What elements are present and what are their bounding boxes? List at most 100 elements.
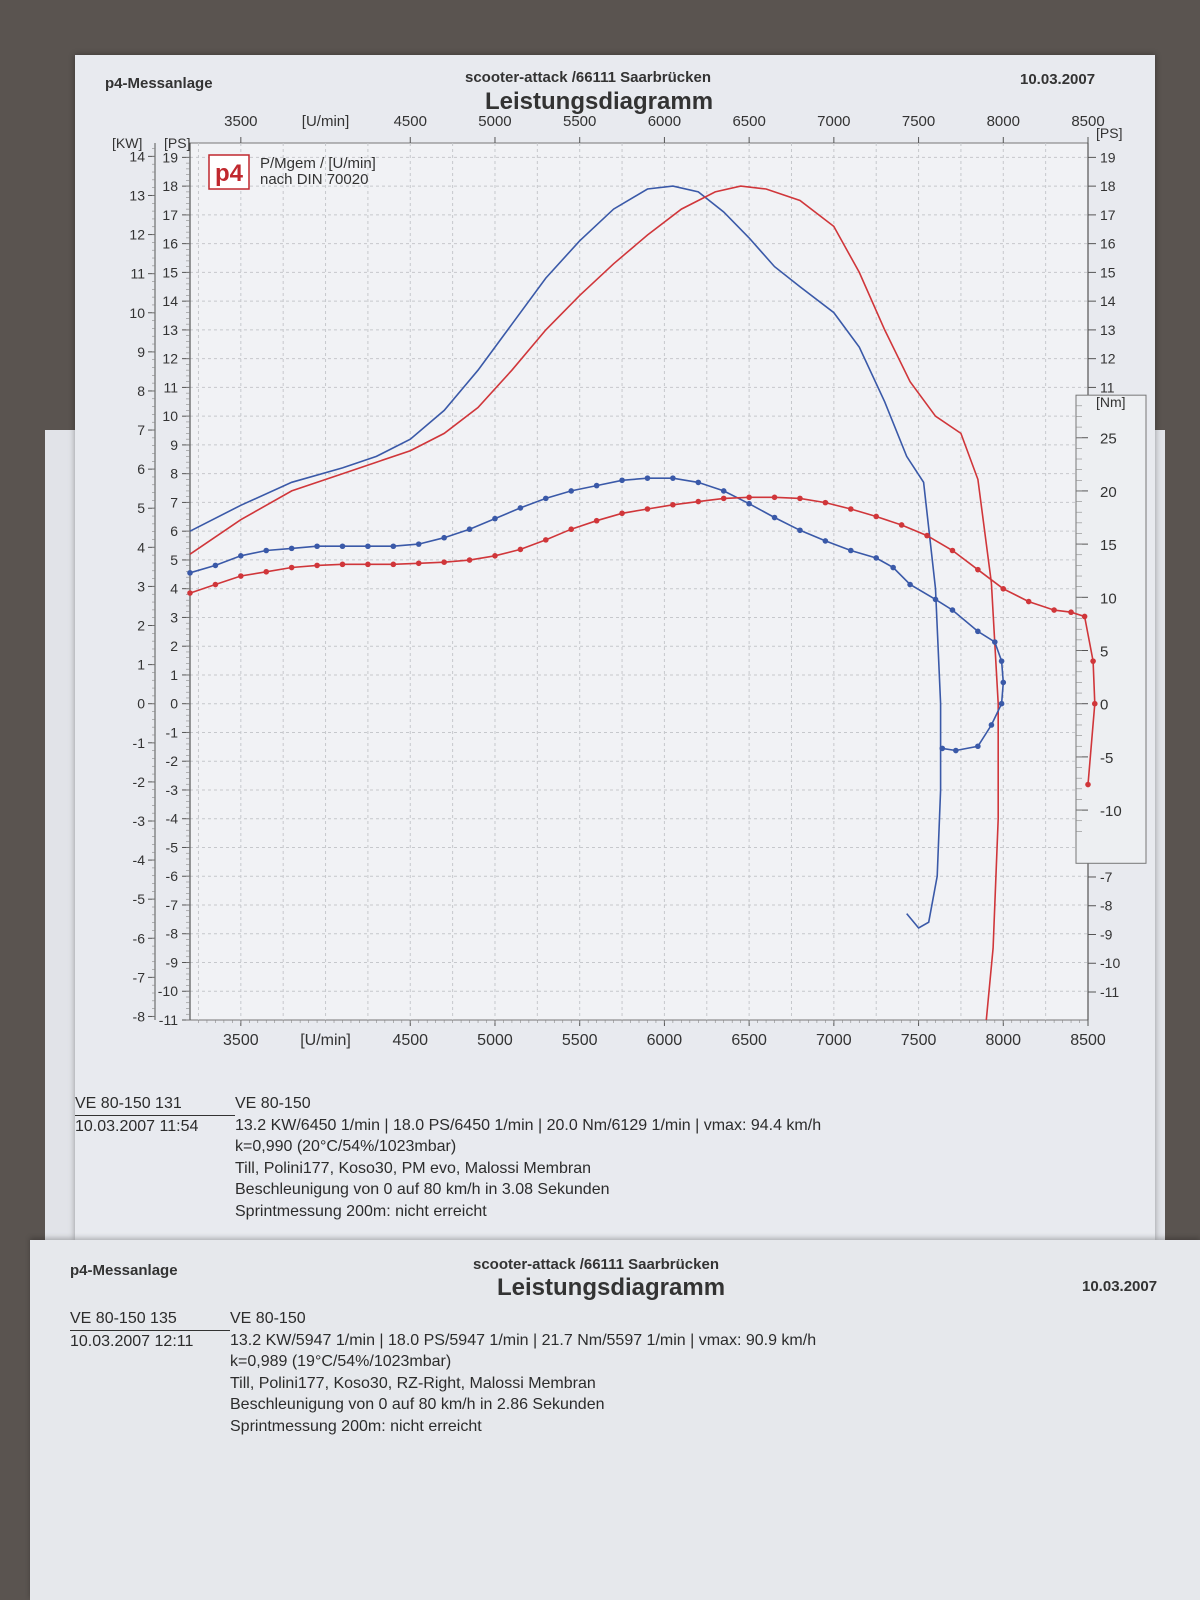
data-point-run_131	[517, 546, 524, 553]
kw-tick-label: -6	[133, 930, 146, 946]
run-131-details: VE 80-150 13.2 KW/6450 1/min | 18.0 PS/6…	[235, 1093, 821, 1222]
x-tick-label-bottom: 8500	[1070, 1032, 1106, 1049]
run-131-line5: Beschleunigung von 0 auf 80 km/h in 3.08…	[235, 1181, 610, 1198]
plot-area	[189, 142, 1089, 1021]
right-ps-tick-label: 11	[1100, 379, 1115, 395]
ps-tick-label: 16	[162, 236, 178, 252]
data-point-run_135	[593, 482, 600, 489]
nm-tick-label: 10	[1100, 590, 1117, 607]
x-tick-label-top: 5000	[478, 113, 511, 130]
rpm-unit-label-bottom: [U/min]	[300, 1032, 351, 1049]
data-point-run_131	[441, 559, 447, 566]
ps-tick-label: 9	[170, 437, 178, 453]
ps-tick-label: 18	[162, 178, 178, 194]
data-point-run_135	[746, 500, 752, 507]
data-point-run_135	[543, 495, 549, 502]
right-ps-tick-label: 13	[1100, 322, 1116, 338]
kw-tick-label: 2	[137, 618, 145, 634]
data-point-run_135	[492, 515, 498, 522]
ps-tick-label: 19	[162, 149, 178, 165]
ps-tick-label: 7	[170, 494, 178, 510]
right-ps-tick-label: 16	[1100, 236, 1116, 252]
right-ps-tick-label: 14	[1100, 293, 1116, 309]
x-tick-label-bottom: 4500	[392, 1032, 428, 1049]
ps-tick-label: 15	[162, 264, 178, 280]
series-line-power_ps-run_131	[189, 185, 999, 1021]
dyno-sheet-second: p4-Messanlage scooter-attack /66111 Saar…	[30, 1240, 1200, 1600]
data-point-run_135	[619, 477, 625, 484]
data-point-run_135	[907, 581, 913, 588]
data-point-run_135	[263, 547, 270, 554]
data-point-run_131	[975, 566, 981, 573]
data-point-run_131	[466, 557, 473, 563]
kw-tick-label: -5	[133, 891, 146, 907]
run-131-id: VE 80-150 131	[75, 1093, 235, 1116]
run-135-line1: VE 80-150	[230, 1310, 306, 1327]
kw-tick-label: -2	[133, 774, 146, 790]
data-point-run_135	[695, 479, 702, 486]
ps-tick-label: -6	[166, 868, 179, 884]
data-point-run_131	[415, 560, 422, 567]
kw-tick-label: -7	[133, 969, 146, 985]
data-point-run_131	[543, 537, 549, 543]
second-title: Leistungsdiagramm	[497, 1274, 726, 1301]
data-point-run_135	[992, 639, 998, 645]
right-ps-tick-label: 19	[1100, 149, 1116, 165]
run-131-line4: Till, Polini177, Koso30, PM evo, Malossi…	[235, 1159, 591, 1177]
data-point-run_135	[949, 607, 956, 613]
run-131-line1: VE 80-150	[235, 1095, 311, 1112]
run-135-id: VE 80-150 135	[70, 1308, 230, 1331]
data-point-run_135	[238, 553, 244, 559]
data-point-run_131	[492, 553, 498, 559]
kw-tick-label: 0	[137, 696, 145, 712]
data-point-run_135	[822, 538, 829, 544]
data-point-run_131	[720, 495, 727, 502]
data-point-run_131	[949, 547, 956, 554]
rpm-unit-label-top: [U/min]	[302, 113, 350, 130]
right-ps-tick-label: 17	[1100, 207, 1116, 223]
data-point-run_131	[314, 562, 320, 569]
left-header: p4-Messanlage	[105, 75, 213, 92]
run-131-line2: 13.2 KW/6450 1/min | 18.0 PS/6450 1/min …	[235, 1116, 822, 1134]
ps-tick-label: 14	[162, 293, 178, 309]
data-point-run_131	[1025, 598, 1032, 605]
data-point-run_135	[939, 745, 946, 752]
right-ps-tick-label: 18	[1100, 178, 1116, 194]
data-point-run_131	[670, 501, 676, 508]
nm-tick-label: 20	[1100, 484, 1117, 501]
kw-unit-label: [KW]	[112, 135, 142, 151]
ps-tick-label: -4	[166, 811, 179, 827]
x-tick-label-top: 6000	[648, 113, 681, 130]
data-point-run_135	[390, 543, 397, 550]
kw-tick-label: 12	[129, 227, 145, 243]
x-tick-label-bottom: 7500	[901, 1032, 937, 1049]
p4-logo-box	[208, 154, 250, 190]
data-point-run_135	[568, 488, 575, 494]
nm-tick-label: 15	[1100, 537, 1117, 554]
x-tick-label-bottom: 5500	[562, 1032, 598, 1049]
data-point-run_135	[953, 747, 959, 754]
data-point-run_135	[212, 562, 219, 569]
kw-tick-label: 5	[137, 500, 145, 516]
data-point-run_131	[644, 506, 651, 512]
kw-tick-label: 6	[137, 461, 145, 477]
ps-tick-label: -2	[166, 753, 179, 769]
data-point-run_131	[771, 494, 778, 501]
x-tick-label-bottom: 3500	[223, 1032, 259, 1049]
data-point-run_131	[238, 573, 244, 579]
data-point-run_135	[998, 700, 1005, 707]
data-point-run_131	[619, 510, 625, 517]
ps-tick-label: 3	[170, 609, 178, 625]
data-point-run_131	[187, 590, 193, 596]
data-point-run_131	[390, 561, 397, 568]
data-point-run_131	[873, 513, 880, 520]
kw-tick-label: -4	[133, 852, 146, 868]
right-lower-tick-label: -7	[1100, 869, 1113, 885]
run-135-line5: Beschleunigung von 0 auf 80 km/h in 2.86…	[230, 1396, 605, 1413]
kw-tick-label: 13	[129, 187, 145, 203]
ps-tick-label: -7	[166, 897, 179, 913]
data-point-run_135	[988, 722, 995, 728]
ps-tick-label: 13	[162, 322, 178, 338]
ps-tick-label: -8	[166, 926, 179, 942]
x-tick-label-bottom: 6000	[647, 1032, 683, 1049]
